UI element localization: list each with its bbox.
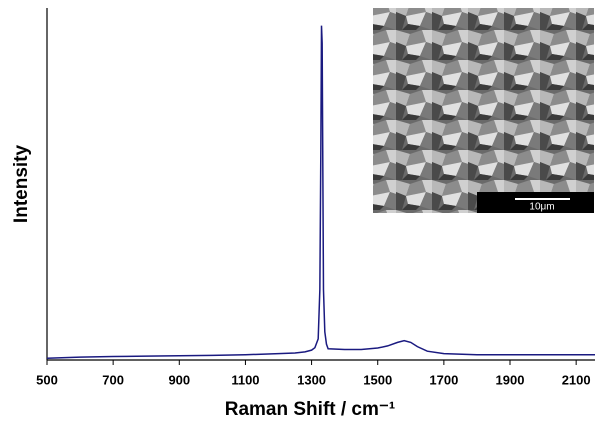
x-tick-label: 1300 bbox=[297, 372, 326, 387]
sem-image bbox=[373, 8, 594, 213]
page: 500 700 900 1100 1300 1500 1700 1900 2100 10μm R… bbox=[0, 0, 595, 425]
x-tick-label: 700 bbox=[102, 372, 124, 387]
scale-label: 10μm bbox=[529, 202, 554, 213]
x-tick-label: 1700 bbox=[429, 372, 458, 387]
x-tick-label: 2100 bbox=[562, 372, 591, 387]
x-tick-label: 1500 bbox=[363, 372, 392, 387]
chart: 500 700 900 1100 1300 1500 1700 1900 2100 10μm R… bbox=[0, 0, 595, 425]
inset-image: 10μm bbox=[373, 8, 594, 213]
x-tick-label: 500 bbox=[36, 372, 58, 387]
x-tick-label: 900 bbox=[168, 372, 190, 387]
x-axis-title: Raman Shift / cm⁻¹ bbox=[225, 399, 396, 420]
x-tick-label: 1900 bbox=[496, 372, 525, 387]
y-axis-title: Intensity bbox=[11, 145, 32, 224]
x-tick-label: 1100 bbox=[231, 372, 259, 387]
